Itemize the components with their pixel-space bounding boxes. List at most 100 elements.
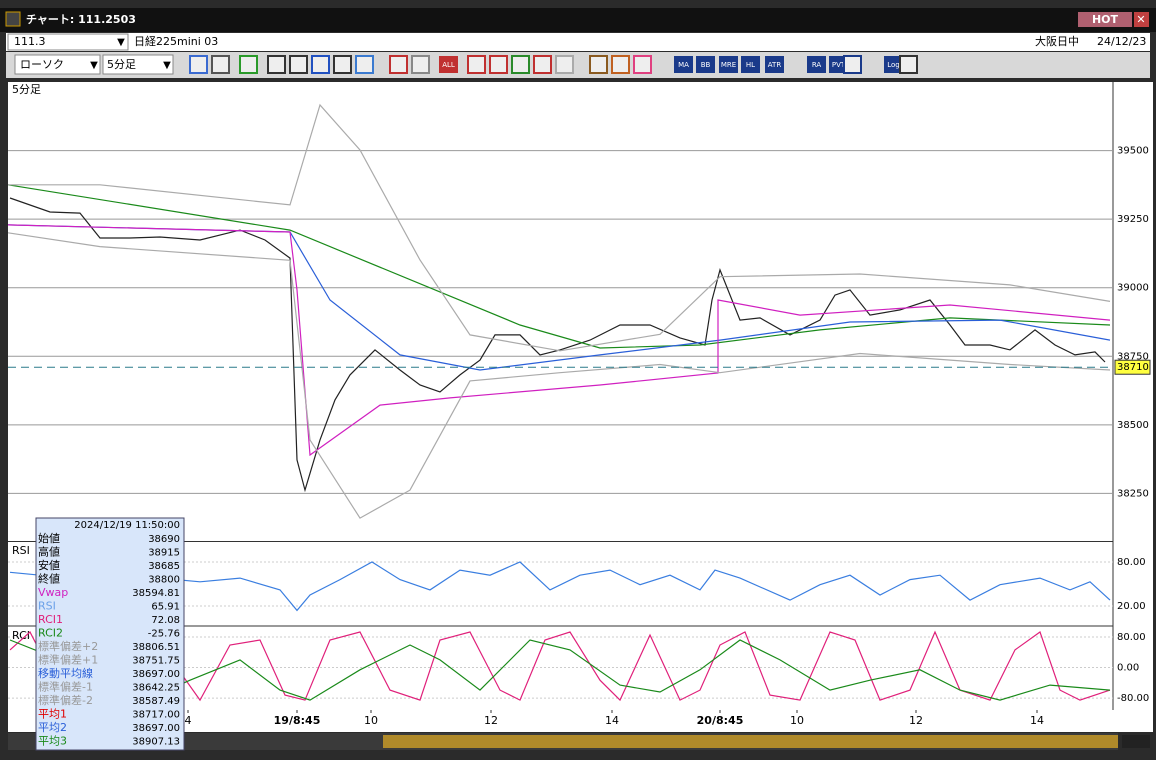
info-label: 標準偏差+2: [38, 639, 98, 653]
combo-arrow: ▼: [90, 60, 98, 71]
info-label: 高値: [38, 545, 60, 559]
y-tick-label: -80.00: [1117, 693, 1149, 704]
tool-icon[interactable]: [211, 55, 230, 74]
close-button[interactable]: [1134, 12, 1149, 27]
tool-icon[interactable]: [355, 55, 374, 74]
hot-button[interactable]: [1078, 12, 1132, 27]
x-tick-label: 14: [1030, 714, 1044, 727]
tool-button-label: ATR: [768, 61, 782, 69]
combo-arrow: ▼: [163, 60, 171, 71]
tool-icon[interactable]: [389, 55, 408, 74]
tool-button-label: HL: [746, 61, 755, 69]
combo-arrow: ▼: [117, 37, 125, 48]
x-tick-label: 20/8:45: [697, 714, 744, 727]
tool-icon[interactable]: [611, 55, 630, 74]
info-value: 38685: [148, 561, 180, 572]
info-label: 標準偏差-2: [38, 693, 93, 707]
tool-icon[interactable]: [633, 55, 652, 74]
series-line: [7, 224, 1111, 371]
series-line: [9, 630, 1111, 702]
tool-icon[interactable]: [267, 55, 286, 74]
tool-icon[interactable]: [189, 55, 208, 74]
tool-button[interactable]: [696, 56, 715, 73]
info-box: [35, 517, 185, 751]
y-tick-label: 38750: [1117, 351, 1149, 362]
tool-icon[interactable]: [289, 55, 308, 74]
series-line: [9, 561, 1111, 612]
interval-combo[interactable]: [102, 54, 174, 75]
tool-button-label: MRE: [721, 61, 736, 69]
tool-button[interactable]: [765, 56, 784, 73]
close-icon: ✕: [1136, 13, 1145, 26]
tool-icon[interactable]: [555, 55, 574, 74]
symbol-bar: [6, 33, 1150, 51]
info-label: Vwap: [38, 586, 68, 599]
tool-icon[interactable]: [843, 55, 862, 74]
tool-button[interactable]: [807, 56, 826, 73]
series-line: [7, 232, 1111, 519]
scroll-thumb[interactable]: [383, 735, 1118, 748]
x-tick-label: 12: [909, 714, 923, 727]
current-price-label: 38710: [1117, 362, 1149, 373]
style-combo[interactable]: [14, 54, 101, 75]
tool-button[interactable]: [719, 56, 738, 73]
info-value: 38594.81: [132, 588, 180, 599]
info-value: 38690: [148, 534, 180, 545]
info-value: 38697.00: [132, 669, 180, 680]
info-label: RSI: [38, 600, 56, 613]
y-tick-label: 39250: [1117, 214, 1149, 225]
y-tick-label: 39000: [1117, 283, 1149, 294]
scroll-button[interactable]: [1122, 735, 1150, 748]
info-label: 平均1: [38, 708, 67, 721]
y-tick-label: 38500: [1117, 420, 1149, 431]
panel-title: RSI: [12, 544, 30, 557]
tool-button[interactable]: [674, 56, 693, 73]
tool-button[interactable]: [884, 56, 903, 73]
tool-icon[interactable]: [311, 55, 330, 74]
tool-button-label: RA: [812, 61, 822, 69]
tool-button-label: Log: [887, 61, 900, 69]
series-line: [7, 184, 1111, 349]
panel-title: 5分足: [12, 83, 41, 96]
chart-style: ローソク: [20, 58, 64, 71]
x-tick-label: 19/8:45: [274, 714, 321, 727]
info-label: 始値: [38, 531, 60, 545]
info-label: 平均3: [38, 735, 67, 748]
window-title: チャート: 111.2503: [26, 13, 136, 26]
info-label: 移動平均線: [38, 666, 93, 680]
tool-icon[interactable]: [899, 55, 918, 74]
tool-button-label: BB: [701, 61, 711, 69]
chart-area: [8, 82, 1113, 710]
time-axis-area: [8, 710, 1153, 732]
x-tick-label: 10: [364, 714, 378, 727]
tool-icon[interactable]: [467, 55, 486, 74]
info-value: 38907.13: [132, 737, 180, 748]
info-value: 65.91: [151, 602, 180, 613]
tool-button[interactable]: [741, 56, 760, 73]
info-value: 38697.00: [132, 723, 180, 734]
toolbar: [6, 52, 1150, 78]
tool-icon[interactable]: [489, 55, 508, 74]
tool-icon[interactable]: [533, 55, 552, 74]
x-tick-label: 14: [605, 714, 619, 727]
info-value: 38806.51: [132, 642, 180, 653]
date: 24/12/23: [1097, 35, 1146, 48]
tool-icon[interactable]: [239, 55, 258, 74]
tool-button[interactable]: [439, 56, 458, 73]
info-value: 38717.00: [132, 710, 180, 721]
series-line: [7, 224, 1111, 457]
tool-icon[interactable]: [511, 55, 530, 74]
tool-icon[interactable]: [589, 55, 608, 74]
info-datetime: 2024/12/19 11:50:00: [74, 520, 180, 531]
y-tick-label: 20.00: [1117, 601, 1146, 612]
symbol-combo[interactable]: [7, 33, 129, 51]
y-tick-label: 39500: [1117, 146, 1149, 157]
info-value: 38915: [148, 548, 180, 559]
info-value: 72.08: [151, 615, 180, 626]
tool-icon[interactable]: [411, 55, 430, 74]
price-axis-area: [1113, 82, 1153, 710]
info-label: RCI1: [38, 613, 63, 626]
tool-icon[interactable]: [333, 55, 352, 74]
